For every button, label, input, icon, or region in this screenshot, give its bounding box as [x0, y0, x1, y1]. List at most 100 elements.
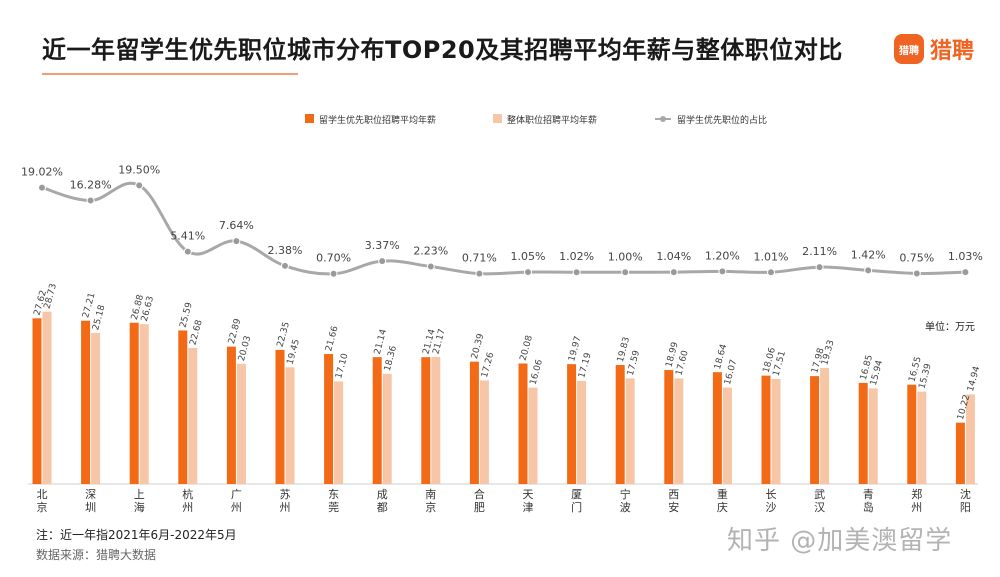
line-marker — [86, 196, 95, 205]
line-marker — [329, 269, 338, 278]
x-tick-label: 厦 — [571, 488, 582, 501]
x-tick-label: 合 — [474, 487, 485, 501]
x-tick-label: 圳 — [85, 501, 96, 514]
x-tick-label: 津 — [523, 501, 534, 514]
line-value-label: 1.02% — [559, 250, 594, 263]
bar-youxian — [129, 322, 139, 484]
x-tick-label: 京 — [425, 500, 436, 514]
x-tick-label: 州 — [280, 501, 291, 514]
x-tick-label: 州 — [231, 501, 242, 514]
note-text: 注：近一年指2021年6月-2022年5月 — [36, 528, 237, 542]
line-marker — [38, 183, 46, 192]
x-tick-label: 北 — [37, 488, 48, 501]
line-value-label: 3.37% — [365, 239, 400, 252]
x-tick-label: 东 — [328, 488, 339, 501]
x-tick-label: 杭 — [182, 487, 193, 501]
line-value-label: 2.11% — [802, 245, 837, 258]
line-marker — [718, 267, 727, 276]
bar-youxian — [275, 349, 285, 484]
bar-value-label: 22.89 — [227, 317, 243, 345]
bar-value-label: 28.73 — [43, 283, 59, 310]
liepin-logo-icon: 猎聘 — [894, 34, 924, 64]
line-value-label: 2.23% — [413, 245, 448, 258]
bar-youxian — [907, 384, 917, 484]
bar-zhengti — [479, 380, 489, 484]
line-marker — [815, 263, 824, 272]
bar-value-label: 16.06 — [529, 358, 545, 386]
bar-youxian — [615, 365, 625, 484]
bar-zhengti — [139, 324, 149, 484]
bar-zhengti — [917, 391, 927, 484]
bar-zhengti — [771, 378, 781, 484]
line-marker — [232, 237, 241, 246]
bar-youxian — [421, 357, 431, 484]
legend-label: 留学生优先职位的占比 — [677, 114, 767, 126]
line-value-label: 0.75% — [899, 251, 934, 264]
line-marker — [912, 269, 921, 278]
x-tick-label: 州 — [182, 501, 193, 514]
x-tick-label: 肥 — [474, 501, 485, 514]
line-value-label: 7.64% — [219, 219, 254, 232]
unit-label: 单位：万元 — [925, 322, 975, 333]
legend-swatch — [493, 114, 502, 123]
line-marker — [378, 257, 387, 266]
bar-value-label: 20.08 — [519, 334, 535, 362]
bar-youxian — [32, 318, 42, 484]
line-value-label: 19.02% — [21, 166, 63, 179]
line-value-label: 1.03% — [948, 250, 983, 263]
bar-youxian — [810, 376, 820, 484]
line-value-label: 19.50% — [118, 163, 160, 176]
line-marker — [281, 261, 289, 270]
line-marker — [426, 262, 435, 271]
line-marker — [524, 268, 532, 277]
bar-value-label: 17.26 — [480, 351, 496, 379]
bar-value-label: 14.94 — [966, 365, 982, 393]
x-tick-label: 成 — [377, 488, 388, 501]
liepin-logo: 猎聘 猎聘 — [894, 33, 974, 65]
bar-zhengti — [91, 332, 101, 484]
liepin-logo-text: 猎聘 — [930, 39, 975, 64]
line-value-label: 1.04% — [656, 250, 691, 263]
x-tick-label: 苏 — [280, 488, 291, 501]
x-tick-label: 都 — [377, 501, 388, 514]
bar-zhengti — [285, 367, 295, 484]
bar-zhengti — [820, 368, 830, 484]
source-text: 数据来源：猎聘大数据 — [36, 548, 157, 562]
x-tick-label: 莞 — [328, 501, 339, 514]
x-tick-label: 阳 — [960, 501, 971, 514]
x-tick-label: 天 — [523, 488, 534, 501]
bar-youxian — [324, 354, 334, 484]
bar-youxian — [955, 422, 965, 484]
x-tick-label: 上 — [134, 488, 145, 501]
bar-value-label: 25.59 — [178, 301, 194, 329]
bar-zhengti — [722, 387, 732, 484]
bar-zhengti — [965, 394, 975, 484]
x-tick-label: 南 — [425, 488, 436, 501]
line-value-label: 5.41% — [170, 230, 205, 243]
bar-zhengti — [528, 387, 538, 484]
bar-value-label: 19.45 — [286, 338, 302, 365]
x-tick-label: 州 — [911, 501, 922, 514]
page-title: 近一年留学生优先职位城市分布TOP20及其招聘平均年薪与整体职位对比 — [42, 36, 843, 64]
line-value-label: 1.00% — [608, 250, 643, 263]
x-tick-label: 宁 — [620, 487, 631, 501]
x-tick-label: 武 — [814, 488, 825, 501]
x-tick-label: 安 — [668, 500, 679, 514]
line-marker — [669, 268, 678, 277]
bar-youxian — [518, 363, 528, 484]
bar-youxian — [226, 346, 236, 484]
line-marker — [767, 268, 775, 277]
bar-value-label: 21.66 — [324, 325, 340, 353]
x-tick-label: 京 — [37, 500, 48, 514]
title-underline — [42, 73, 298, 75]
line-marker — [621, 268, 630, 277]
bar-zhengti — [674, 378, 684, 484]
line-marker — [572, 268, 581, 277]
bar-zhengti — [188, 347, 198, 484]
x-tick-label: 西 — [668, 488, 679, 501]
x-tick-label: 长 — [766, 488, 777, 501]
x-tick-label: 青 — [863, 488, 874, 501]
bar-youxian — [567, 364, 577, 484]
bar-zhengti — [431, 356, 441, 484]
bar-youxian — [81, 320, 91, 484]
